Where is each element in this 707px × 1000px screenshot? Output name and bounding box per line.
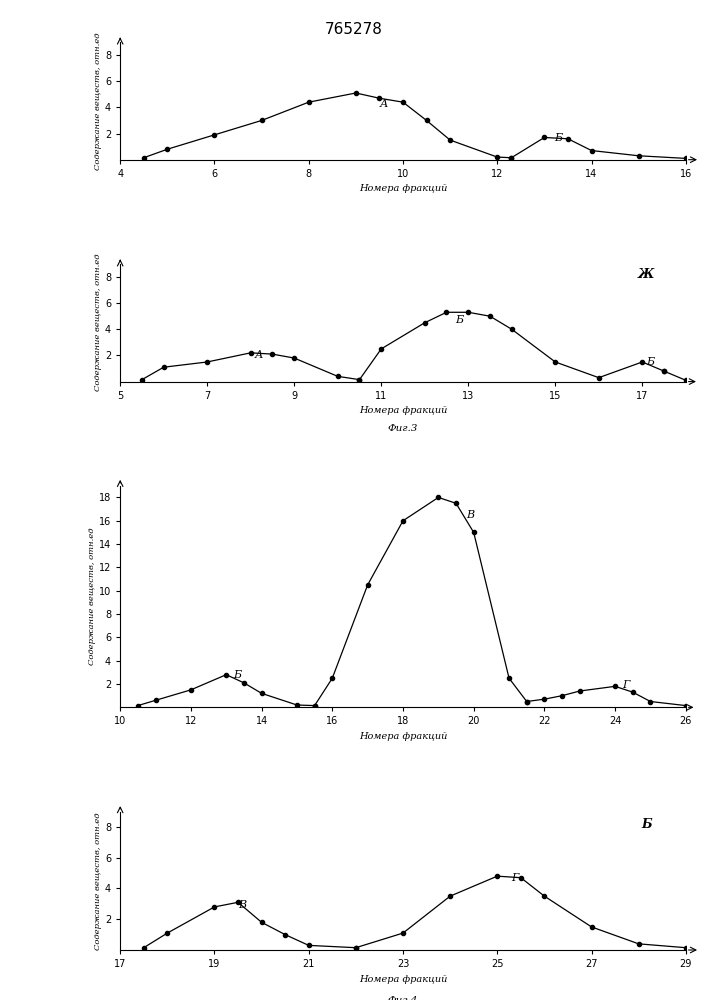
- Text: Б: Б: [641, 818, 652, 831]
- X-axis label: Номера фракций: Номера фракций: [358, 406, 447, 415]
- Text: А: А: [380, 99, 388, 109]
- Text: Г: Г: [511, 873, 519, 883]
- Text: Б: Б: [554, 133, 562, 143]
- Text: В: В: [467, 510, 474, 520]
- X-axis label: Номера фракций: Номера фракций: [358, 184, 447, 193]
- X-axis label: Номера фракций: Номера фракций: [358, 732, 447, 741]
- Text: Ж: Ж: [638, 268, 655, 281]
- Text: А: А: [255, 350, 264, 360]
- Text: Фиг.3: Фиг.3: [388, 424, 418, 433]
- Text: Б: Б: [233, 670, 241, 680]
- Text: В: В: [238, 900, 246, 910]
- Y-axis label: Содержание веществ, отн.ед: Содержание веществ, отн.ед: [94, 812, 102, 950]
- Text: Г: Г: [622, 680, 629, 690]
- Y-axis label: Содержание веществ, отн.ед: Содержание веществ, отн.ед: [94, 254, 102, 391]
- X-axis label: Номера фракций: Номера фракций: [358, 975, 447, 984]
- Text: Б: Б: [647, 357, 655, 367]
- Text: 765278: 765278: [325, 22, 382, 37]
- Text: Фиг.4: Фиг.4: [388, 996, 418, 1000]
- Text: Б: Б: [455, 315, 463, 325]
- Y-axis label: Содержание веществ, отн.ед: Содержание веществ, отн.ед: [88, 528, 96, 665]
- Y-axis label: Содержание веществ, отн.ед: Содержание веществ, отн.ед: [94, 32, 102, 170]
